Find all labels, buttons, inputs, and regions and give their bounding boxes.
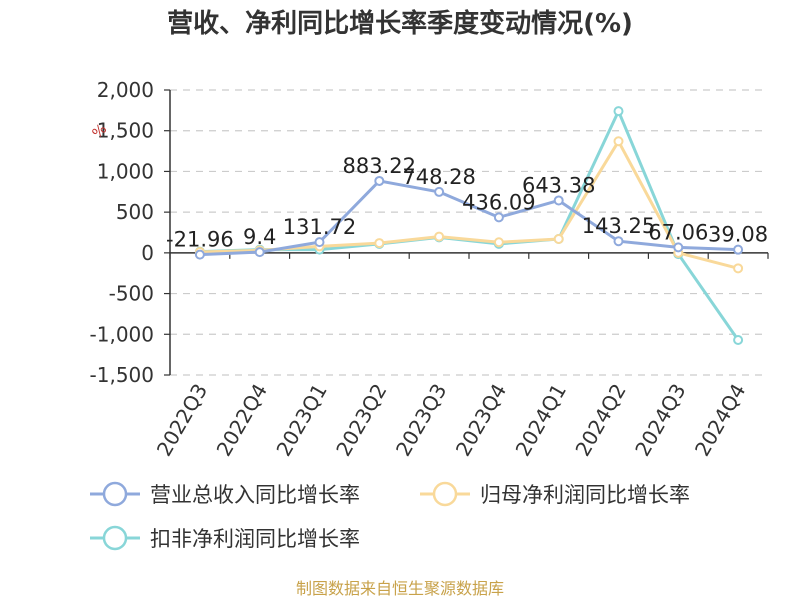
grid [170,89,768,376]
legend-marker-icon [102,525,128,551]
x-tick-label: 2022Q3 [152,380,212,461]
legend-marker-icon [432,481,458,507]
data-point[interactable] [613,236,624,247]
y-tick-label: 0 [141,241,154,265]
data-label: 748.28 [402,165,475,189]
data-label: 143.25 [582,214,655,238]
data-point[interactable] [434,186,445,197]
x-tick-label: 2023Q3 [391,379,451,460]
data-point[interactable] [254,247,265,258]
y-tick-label: -1,500 [90,363,154,387]
data-label: 883.22 [343,154,416,178]
data-point[interactable] [613,106,624,117]
data-point[interactable] [733,244,744,255]
axes: 2,0001,5001,0005000-500-1,000-1,5002022Q… [90,78,769,461]
x-tick-label: 2022Q4 [212,380,272,461]
x-tick-label: 2024Q4 [690,380,750,461]
data-label: 39.08 [708,223,768,247]
y-tick-label: 1,500 [97,119,154,143]
legend-item[interactable]: 归母净利润同比增长率 [420,481,690,507]
legend-item[interactable]: 营业总收入同比增长率 [90,481,360,507]
x-tick-label: 2023Q1 [271,380,331,461]
x-tick-label: 2024Q3 [630,380,690,461]
x-tick-label: 2023Q4 [451,380,511,461]
series-layer [194,106,744,345]
data-label: 436.09 [462,190,535,214]
data-point[interactable] [553,234,564,245]
data-label: -21.96 [166,228,234,252]
data-point[interactable] [493,212,504,223]
data-point[interactable] [374,238,385,249]
y-tick-label: -1,000 [90,322,154,346]
x-tick-label: 2024Q2 [570,380,630,461]
data-label: 67.06 [648,220,708,244]
data-label: 643.38 [522,173,595,197]
series-line-1 [199,179,739,257]
x-tick-label: 2023Q2 [331,380,391,461]
chart-title: 营收、净利同比增长率季度变动情况(%) [167,8,633,39]
legend-marker-icon [102,481,128,507]
data-point[interactable] [314,237,325,248]
y-tick-label: -500 [109,282,154,306]
data-label: 9.4 [243,225,276,249]
data-point[interactable] [374,175,385,186]
legend-label: 营业总收入同比增长率 [150,483,360,507]
x-tick-label: 2024Q1 [511,380,571,461]
data-point[interactable] [194,249,205,260]
data-point[interactable] [733,263,744,274]
data-point[interactable] [733,334,744,345]
data-point[interactable] [434,231,445,242]
y-tick-label: 2,000 [97,78,154,102]
data-point[interactable] [613,136,624,147]
legend-label: 归母净利润同比增长率 [480,483,690,507]
source-note: 制图数据来自恒生聚源数据库 [296,579,504,598]
legend-item[interactable]: 扣非净利润同比增长率 [90,525,360,551]
data-point[interactable] [673,242,684,253]
legend-label: 扣非净利润同比增长率 [150,527,360,551]
y-tick-label: 500 [116,200,154,224]
y-tick-label: 1,000 [97,159,154,183]
data-point[interactable] [493,237,504,248]
data-point[interactable] [553,195,564,206]
data-label: 131.72 [283,215,356,239]
